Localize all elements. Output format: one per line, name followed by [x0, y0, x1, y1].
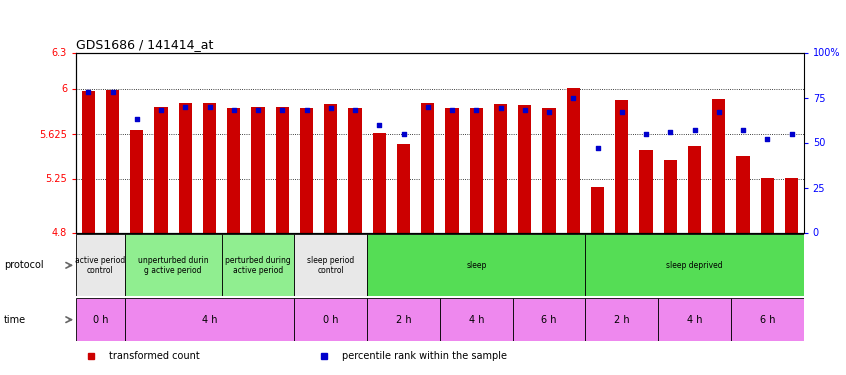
- Bar: [251, 106, 265, 232]
- Text: transformed count: transformed count: [109, 351, 200, 361]
- Point: [130, 116, 144, 122]
- Text: 2 h: 2 h: [614, 315, 629, 325]
- Bar: [294, 298, 367, 341]
- Bar: [585, 234, 804, 296]
- Bar: [397, 144, 410, 232]
- Bar: [299, 108, 313, 232]
- Bar: [567, 88, 580, 232]
- Bar: [658, 298, 731, 341]
- Bar: [440, 298, 513, 341]
- Bar: [222, 234, 294, 296]
- Bar: [470, 108, 483, 232]
- Bar: [615, 100, 629, 232]
- Point: [227, 107, 240, 113]
- Point: [494, 105, 508, 111]
- Point: [785, 130, 799, 136]
- Bar: [203, 103, 217, 232]
- Bar: [124, 298, 294, 341]
- Point: [640, 130, 653, 136]
- Bar: [445, 108, 459, 232]
- Bar: [761, 178, 774, 232]
- Text: percentile rank within the sample: percentile rank within the sample: [342, 351, 507, 361]
- Text: 0 h: 0 h: [323, 315, 338, 325]
- Bar: [494, 104, 508, 232]
- Bar: [324, 104, 338, 232]
- Text: perturbed during
active period: perturbed during active period: [225, 256, 291, 275]
- Bar: [154, 106, 168, 232]
- Text: protocol: protocol: [4, 260, 44, 270]
- Bar: [130, 130, 144, 232]
- Bar: [276, 106, 289, 232]
- Point: [299, 107, 313, 113]
- Text: 6 h: 6 h: [760, 315, 775, 325]
- Bar: [688, 146, 701, 232]
- Point: [324, 105, 338, 111]
- Point: [663, 129, 677, 135]
- Bar: [513, 298, 585, 341]
- Text: 0 h: 0 h: [93, 315, 108, 325]
- Bar: [372, 134, 386, 232]
- Bar: [294, 234, 367, 296]
- Point: [761, 136, 774, 142]
- Point: [276, 107, 289, 113]
- Point: [567, 94, 580, 100]
- Bar: [81, 91, 95, 232]
- Bar: [736, 156, 750, 232]
- Text: 2 h: 2 h: [396, 315, 411, 325]
- Text: sleep: sleep: [466, 261, 486, 270]
- Point: [81, 89, 95, 95]
- Bar: [76, 298, 124, 341]
- Bar: [663, 160, 677, 232]
- Bar: [731, 298, 804, 341]
- Point: [372, 122, 386, 128]
- Point: [736, 127, 750, 133]
- Bar: [227, 108, 240, 232]
- Point: [179, 104, 192, 110]
- Text: 4 h: 4 h: [469, 315, 484, 325]
- Point: [470, 107, 483, 113]
- Bar: [591, 187, 604, 232]
- Bar: [124, 234, 222, 296]
- Bar: [640, 150, 653, 232]
- Bar: [349, 108, 362, 232]
- Point: [712, 109, 726, 115]
- Bar: [367, 234, 585, 296]
- Text: active period
control: active period control: [75, 256, 125, 275]
- Bar: [542, 108, 556, 232]
- Point: [591, 145, 604, 151]
- Point: [251, 107, 265, 113]
- Bar: [421, 103, 435, 232]
- Bar: [785, 178, 799, 232]
- Point: [688, 127, 701, 133]
- Point: [154, 107, 168, 113]
- Bar: [367, 298, 440, 341]
- Text: 6 h: 6 h: [541, 315, 557, 325]
- Text: GDS1686 / 141414_at: GDS1686 / 141414_at: [76, 38, 213, 51]
- Point: [349, 107, 362, 113]
- Bar: [106, 90, 119, 232]
- Point: [615, 109, 629, 115]
- Point: [106, 89, 119, 95]
- Text: sleep period
control: sleep period control: [307, 256, 354, 275]
- Text: unperturbed durin
g active period: unperturbed durin g active period: [138, 256, 208, 275]
- Point: [397, 130, 410, 136]
- Bar: [712, 99, 726, 232]
- Bar: [76, 234, 124, 296]
- Point: [518, 107, 531, 113]
- Point: [542, 109, 556, 115]
- Text: time: time: [4, 315, 26, 325]
- Bar: [179, 103, 192, 232]
- Text: 4 h: 4 h: [687, 315, 702, 325]
- Text: 4 h: 4 h: [202, 315, 217, 325]
- Point: [421, 104, 435, 110]
- Text: sleep deprived: sleep deprived: [667, 261, 722, 270]
- Point: [445, 107, 459, 113]
- Point: [203, 104, 217, 110]
- Bar: [585, 298, 658, 341]
- Bar: [518, 105, 531, 232]
